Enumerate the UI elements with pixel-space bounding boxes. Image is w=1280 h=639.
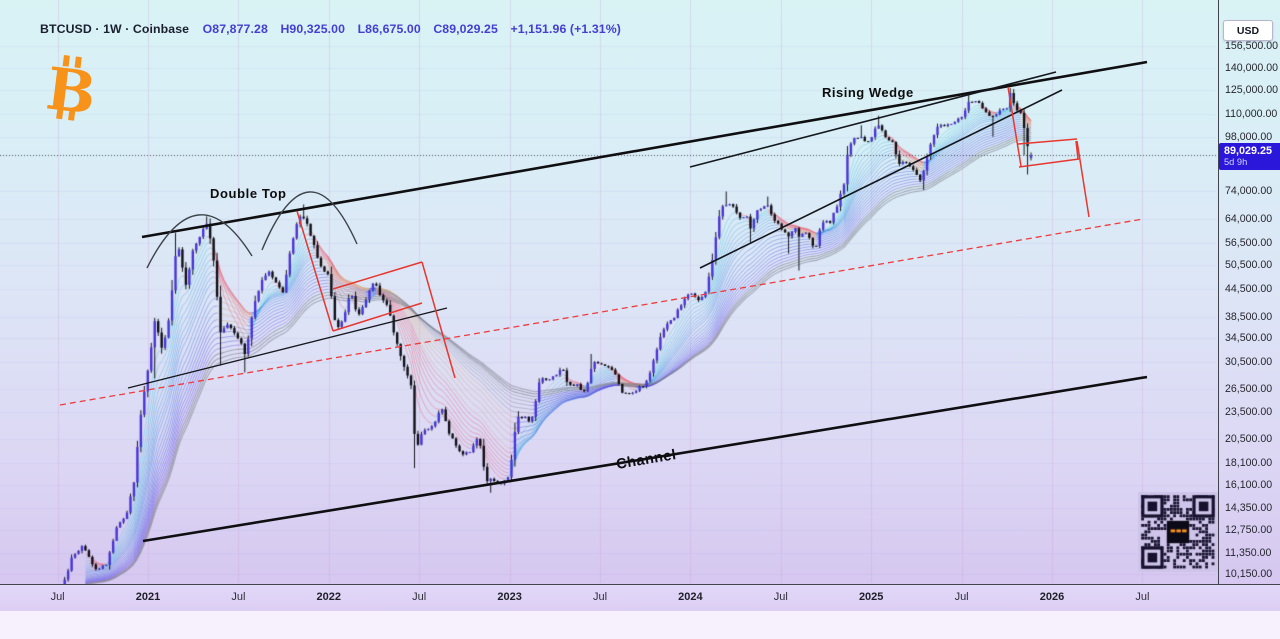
price-axis-label: 98,000.00 — [1225, 130, 1273, 143]
time-axis-label: Jul — [773, 591, 788, 603]
ohlc-close: C89,029.25 — [433, 22, 498, 36]
ohlc-change: +1,151.96 (+1.31%) — [510, 22, 621, 36]
price-axis-label: 30,500.00 — [1225, 356, 1273, 369]
price-axis[interactable]: USD 89,029.25 5d 9h 156,500.00 140,000.00… — [1219, 0, 1280, 611]
time-axis-label: 2023 — [497, 591, 522, 603]
time-axis-label: Jul — [954, 591, 969, 603]
price-axis-label: 140,000.00 — [1225, 61, 1279, 74]
ohlc-high: H90,325.00 — [280, 22, 346, 36]
bitcoin-logo: B — [42, 54, 100, 127]
time-axis-label: 2025 — [858, 591, 884, 603]
qr-code — [1138, 492, 1218, 572]
price-axis-label: 23,500.00 — [1225, 406, 1273, 419]
price-axis-label: 12,750.00 — [1225, 524, 1273, 537]
time-axis-label: 2026 — [1039, 591, 1065, 603]
price-axis-label: 34,500.00 — [1225, 332, 1273, 345]
symbol-title[interactable]: BTCUSD · 1W · Coinbase — [40, 22, 190, 36]
price-axis-label: 26,500.00 — [1225, 383, 1273, 396]
price-axis-label: 110,000.00 — [1225, 108, 1278, 121]
price-axis-label: 50,500.00 — [1225, 258, 1273, 271]
bitcoin-logo-icon: B — [43, 54, 100, 127]
time-axis-label: Jul — [50, 591, 65, 603]
ohlc-low: L86,675.00 — [357, 22, 421, 36]
time-axis-border — [0, 584, 1280, 585]
price-axis-label: 64,000.00 — [1225, 213, 1273, 225]
time-axis-label: 2022 — [316, 591, 342, 603]
symbol-ohlc-row: BTCUSD · 1W · Coinbase O87,877.28 H90,32… — [40, 22, 630, 36]
price-axis-label: 20,500.00 — [1225, 432, 1273, 445]
time-axis[interactable]: Jul 2021 Jul 2022 Jul 2023 Jul 2024 Jul 2025 Jul 20… — [0, 585, 1280, 611]
price-axis-label: 156,500.00 — [1225, 40, 1279, 53]
ohlc-open: O87,877.28 — [202, 22, 268, 36]
price-axis-label: 56,500.00 — [1225, 237, 1273, 250]
price-axis-label: 125,000.00 — [1225, 83, 1279, 96]
time-axis-label: Jul — [412, 591, 427, 603]
time-axis-label: 2024 — [678, 591, 703, 603]
price-axis-label: 14,350.00 — [1225, 501, 1273, 514]
price-axis-label: 38,500.00 — [1225, 311, 1273, 324]
price-axis-label: 11,350.00 — [1225, 546, 1272, 559]
below-axis-area — [0, 611, 1280, 639]
annotation-double-top[interactable]: Double Top — [210, 186, 287, 201]
last-price-badge: 89,029.25 5d 9h — [1219, 142, 1280, 170]
currency-toggle-usd[interactable]: USD — [1223, 20, 1273, 41]
price-axis-label: 44,500.00 — [1225, 283, 1273, 296]
price-axis-label: 16,100.00 — [1225, 479, 1273, 492]
price-axis-label: 74,000.00 — [1225, 184, 1273, 197]
time-axis-label: Jul — [592, 591, 608, 603]
time-axis-label: Jul — [1135, 591, 1150, 603]
time-axis-label: Jul — [231, 591, 246, 603]
price-axis-label: 10,150.00 — [1225, 568, 1273, 581]
annotation-rising-wedge[interactable]: Rising Wedge — [822, 85, 914, 100]
price-axis-border — [1218, 0, 1219, 611]
last-price-value: 89,029.25 — [1224, 144, 1273, 157]
svg-text:B: B — [43, 54, 98, 122]
price-axis-label: 18,100.00 — [1225, 456, 1273, 469]
time-axis-label: 2021 — [135, 591, 161, 603]
bar-close-countdown: 5d 9h — [1224, 156, 1248, 167]
